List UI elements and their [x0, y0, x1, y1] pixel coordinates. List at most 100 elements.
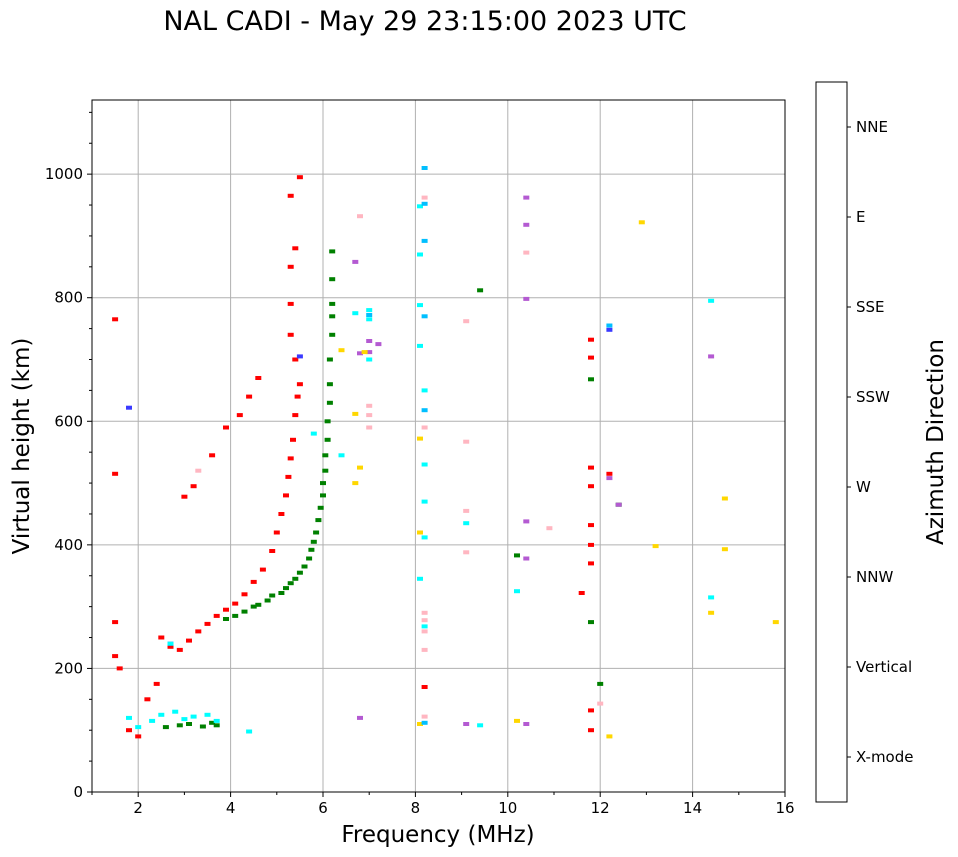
data-point-vertical: [167, 644, 174, 649]
data-point-e: [172, 709, 179, 714]
data-point-vertical: [116, 666, 123, 671]
data-point-x-mode: [322, 453, 329, 458]
data-point-x-mode: [329, 314, 336, 319]
data-point-e: [421, 535, 428, 540]
data-point-e: [310, 431, 317, 436]
data-point-ssw: [366, 413, 373, 418]
data-point-e: [366, 317, 373, 322]
data-point-w: [463, 722, 470, 726]
data-point-w: [352, 259, 359, 264]
data-point-vertical: [195, 629, 202, 634]
data-point-e: [213, 718, 220, 723]
data-point-x-mode: [315, 518, 322, 523]
data-point-e: [421, 388, 428, 393]
data-point-x-mode: [322, 468, 329, 473]
data-point-sse: [638, 220, 645, 225]
y-tick-label: 400: [54, 536, 83, 554]
data-point-vertical: [158, 635, 165, 640]
data-point-vertical: [588, 542, 594, 547]
data-point-ssw: [463, 550, 470, 555]
data-point-ssw: [523, 250, 530, 255]
data-point-sse: [357, 465, 363, 470]
data-point-sse: [606, 734, 613, 739]
data-point-ssw: [366, 403, 373, 408]
data-point-vertical: [588, 523, 594, 528]
data-point-x-mode: [317, 505, 324, 510]
colorbar-tick-label: SSW: [856, 388, 890, 406]
data-point-vertical: [290, 437, 296, 442]
data-point-vertical: [112, 654, 119, 659]
data-point-w: [357, 351, 363, 356]
data-point-vertical: [588, 561, 594, 566]
data-point-e: [366, 357, 373, 362]
data-point-nnw: [606, 327, 613, 332]
data-point-x-mode: [232, 613, 239, 618]
data-point-vertical: [259, 567, 266, 572]
data-point-nne: [421, 201, 428, 206]
data-point-nne: [421, 238, 428, 243]
data-point-nne: [421, 408, 428, 413]
data-point-vertical: [294, 394, 301, 399]
data-point-e: [417, 204, 423, 209]
data-point-e: [417, 303, 423, 308]
y-tick-label: 1000: [45, 165, 83, 183]
data-point-ssw: [421, 618, 428, 623]
data-point-w: [366, 350, 373, 355]
colorbar-tick-label: SSE: [856, 298, 885, 316]
data-point-vertical: [213, 613, 220, 618]
data-point-x-mode: [588, 620, 594, 625]
data-point-x-mode: [313, 530, 320, 535]
data-point-vertical: [181, 494, 188, 499]
data-point-e: [204, 712, 211, 717]
data-point-x-mode: [329, 301, 336, 306]
data-point-sse: [361, 350, 368, 355]
data-point-vertical: [287, 456, 294, 461]
data-point-ssw: [421, 714, 428, 719]
data-point-sse: [721, 496, 728, 501]
data-point-ssw: [597, 701, 604, 706]
data-point-x-mode: [320, 481, 326, 486]
data-point-ssw: [366, 425, 373, 430]
y-tick-label: 800: [54, 289, 83, 307]
data-point-x-mode: [324, 437, 331, 442]
data-point-vertical: [292, 246, 299, 251]
data-point-vertical: [112, 471, 119, 476]
data-point-ssw: [421, 195, 428, 200]
data-point-x-mode: [223, 617, 229, 621]
x-tick-label: 14: [683, 799, 702, 817]
data-point-vertical: [269, 549, 276, 553]
data-point-e: [167, 641, 174, 646]
data-point-x-mode: [199, 724, 206, 729]
data-point-vertical: [246, 394, 253, 399]
data-point-x-mode: [597, 681, 604, 686]
data-point-vertical: [588, 728, 594, 733]
x-tick-label: 12: [591, 799, 610, 817]
data-point-w: [523, 222, 530, 227]
data-point-x-mode: [255, 602, 262, 607]
data-point-vertical: [287, 332, 294, 337]
data-point-vertical: [578, 591, 585, 595]
data-point-vertical: [255, 376, 262, 380]
data-points: [112, 166, 779, 739]
data-point-w: [375, 342, 382, 347]
data-point-sse: [417, 530, 423, 535]
data-point-w: [708, 354, 715, 359]
data-point-x-mode: [320, 493, 326, 498]
data-point-w: [523, 195, 530, 200]
data-point-sse: [417, 436, 423, 441]
data-point-e: [246, 729, 253, 734]
data-point-vertical: [144, 697, 151, 702]
data-point-ssw: [546, 526, 553, 531]
data-point-w: [523, 722, 530, 726]
data-point-vertical: [223, 425, 229, 430]
x-tick-label: 4: [226, 799, 236, 817]
data-point-vertical: [588, 355, 594, 360]
data-point-vertical: [236, 413, 243, 418]
data-point-x-mode: [301, 564, 308, 569]
data-point-ssw: [421, 647, 428, 652]
x-tick-label: 8: [411, 799, 421, 817]
data-point-sse: [417, 722, 423, 726]
data-point-x-mode: [514, 553, 520, 558]
data-point-vertical: [126, 728, 132, 733]
data-point-x-mode: [283, 586, 289, 591]
